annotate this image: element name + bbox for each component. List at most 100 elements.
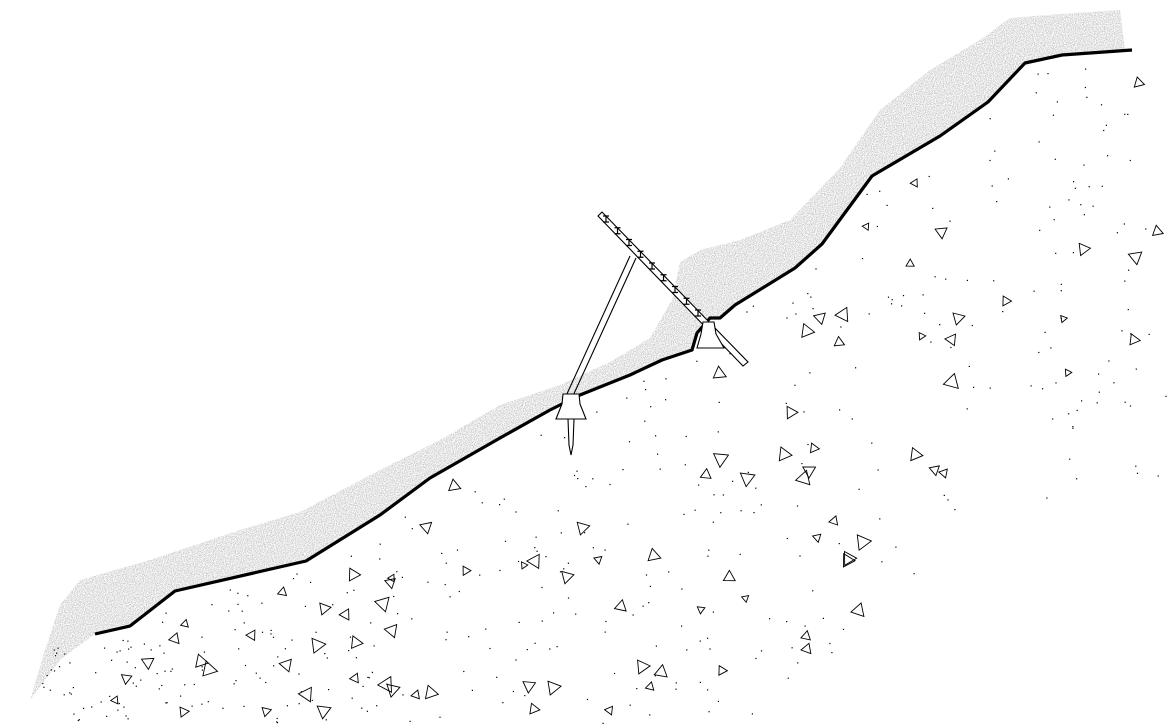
aggregate-mark: [812, 312, 826, 326]
ground-dot: [881, 561, 883, 563]
ground-dot: [286, 705, 288, 707]
ground-dot: [355, 657, 357, 659]
aggregate-mark: [319, 602, 332, 616]
ground-dot: [468, 636, 470, 638]
aggregate-mark: [311, 637, 327, 654]
ground-dot: [300, 691, 302, 693]
ground-dot: [265, 681, 267, 684]
aggregate-mark: [109, 695, 119, 705]
ground-dot: [576, 470, 578, 472]
ground-dot: [171, 668, 173, 670]
ground-dot: [553, 612, 555, 614]
ground-dot: [932, 207, 934, 209]
ground-dot: [804, 625, 806, 627]
ground-dot: [180, 695, 182, 697]
ground-dot: [989, 159, 991, 162]
ground-dot: [156, 673, 158, 675]
ground-dot: [1096, 402, 1098, 404]
ground-dot: [556, 646, 558, 648]
ground-dot: [474, 491, 476, 493]
ground-dot: [786, 621, 788, 623]
ground-dot: [1035, 92, 1037, 94]
aggregate-mark: [424, 684, 440, 700]
ground-dot: [887, 296, 890, 298]
ground-dot: [449, 596, 451, 598]
ground-dot: [1085, 68, 1087, 70]
aggregate-mark: [740, 595, 750, 604]
ground-dot: [534, 642, 536, 644]
ground-dot: [1076, 478, 1078, 480]
ground-dot: [840, 326, 842, 328]
ground-dot: [943, 494, 945, 496]
ground-dot: [78, 719, 80, 721]
ground-dot: [559, 571, 562, 573]
ground-dot: [402, 694, 404, 696]
ground-dot: [536, 550, 538, 552]
ground-dot: [441, 552, 443, 554]
aggregate-mark: [794, 469, 811, 486]
ground-dot: [877, 469, 879, 471]
ground-dot: [855, 367, 857, 369]
ground-dot: [116, 651, 118, 653]
ground-dot: [655, 645, 657, 647]
aggregate-mark: [261, 706, 273, 718]
ground-dot: [799, 555, 801, 557]
ground-dot: [1083, 164, 1085, 166]
ground-dot: [642, 605, 644, 607]
ground-dot: [629, 704, 631, 706]
ground-dot: [966, 408, 968, 410]
ground-dot: [270, 633, 272, 635]
ground-dot: [989, 387, 991, 389]
ground-dot: [125, 715, 127, 717]
ground-dot: [439, 716, 441, 718]
ground-dot: [1107, 155, 1109, 157]
aggregate-mark: [905, 258, 915, 267]
ground-dot: [1100, 104, 1103, 106]
ground-dot: [1157, 475, 1159, 477]
ground-dot: [504, 540, 507, 542]
ground-dot: [708, 711, 710, 713]
ground-dot: [785, 402, 787, 404]
ground-dot: [812, 590, 814, 592]
ground-dot: [401, 576, 403, 578]
ground-dot: [502, 702, 504, 704]
aggregate-mark: [696, 606, 706, 615]
aggregate-mark: [448, 478, 462, 492]
ground-dot: [150, 649, 152, 651]
ground-dot: [924, 312, 926, 314]
ground-dot: [292, 578, 295, 580]
ground-dot: [712, 611, 714, 613]
ground-dot: [718, 401, 720, 403]
ground-dot: [954, 509, 956, 511]
aggregate-mark: [809, 442, 821, 454]
ground-dot: [1054, 158, 1056, 160]
ground-dot: [1038, 351, 1040, 354]
ground-dot: [928, 175, 930, 178]
ground-dot: [43, 686, 45, 688]
ground-dot: [517, 560, 520, 563]
ground-dot: [1124, 280, 1126, 282]
ground-dot: [686, 649, 688, 651]
aggregate-mark: [802, 466, 817, 479]
ground-dot: [1135, 465, 1137, 467]
ground-dot: [831, 652, 833, 654]
ground-dot: [259, 677, 261, 679]
ground-dot: [481, 502, 483, 504]
ground-dot: [649, 714, 651, 716]
aggregate-mark: [386, 573, 395, 583]
aggregate-mark: [348, 672, 359, 684]
aggregate-mark: [593, 555, 603, 566]
ground-dot: [541, 620, 543, 622]
ground-dot: [939, 324, 941, 326]
ground-dot: [654, 675, 656, 677]
ground-dot: [53, 670, 56, 672]
aggregate-mark: [348, 567, 362, 582]
ground-dot: [1047, 73, 1049, 75]
ground-dot: [1084, 86, 1086, 89]
ground-dot: [277, 656, 279, 658]
ground-dot: [1124, 401, 1126, 403]
ground-dot: [604, 631, 606, 633]
aggregate-mark: [202, 660, 219, 677]
ground-dot: [409, 720, 411, 722]
ground-dot: [684, 464, 686, 466]
